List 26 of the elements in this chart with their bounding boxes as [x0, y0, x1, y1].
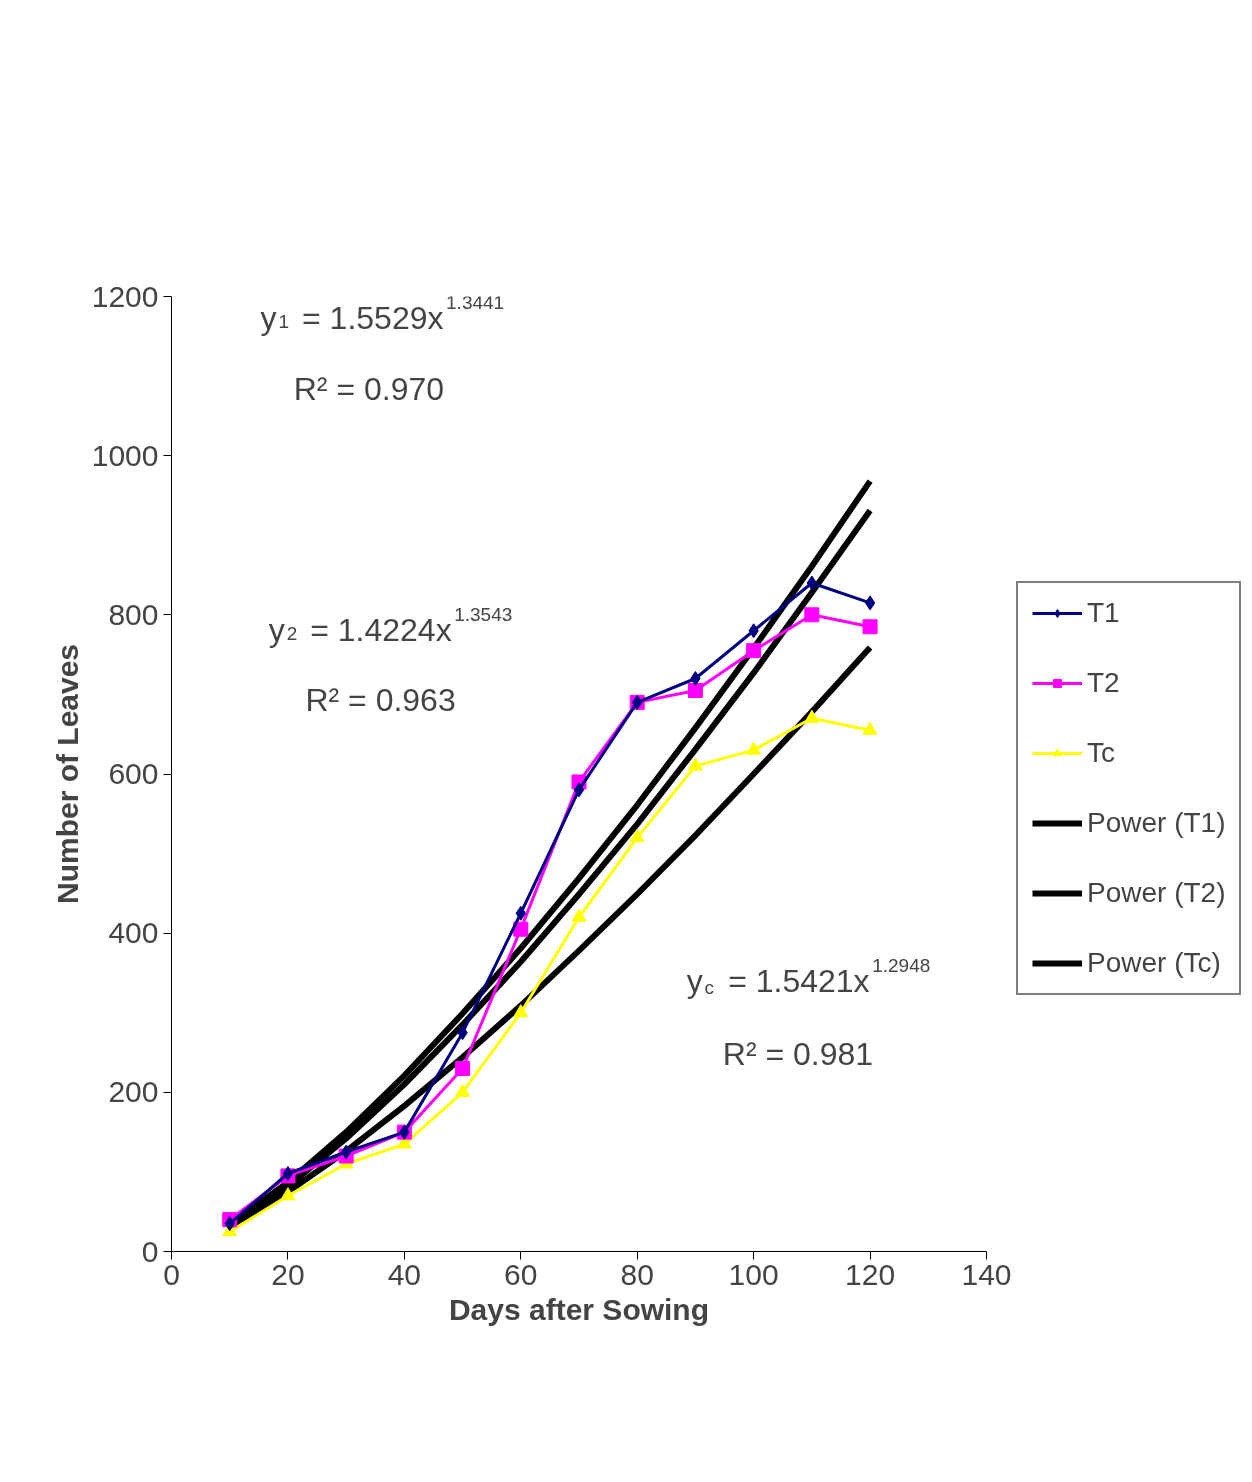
y-tick-label: 0 [141, 1234, 159, 1268]
x-tick-label: 80 [620, 1257, 654, 1291]
x-tick-label: 140 [961, 1257, 1012, 1291]
legend-label: Power (T2) [1087, 877, 1226, 909]
legend-label: Power (T1) [1087, 807, 1226, 839]
x-tick-label: 60 [504, 1257, 538, 1291]
x-tick-label: 40 [387, 1257, 422, 1291]
y-tick-label: 600 [108, 757, 159, 790]
annotation: R² = 0.981 [722, 1035, 874, 1072]
legend-label: Tc [1087, 737, 1115, 769]
annotation: R² = 0.970 [293, 370, 445, 407]
y-tick-label: 1200 [91, 279, 159, 313]
y-tick-label: 400 [108, 916, 159, 950]
y-tick-label: 1000 [91, 438, 159, 472]
x-tick-label: 120 [845, 1257, 896, 1291]
y-tick-label: 200 [108, 1075, 159, 1109]
annotation: R² = 0.963 [305, 682, 456, 719]
y-tick-label: 800 [108, 597, 159, 631]
legend-label: T1 [1087, 597, 1120, 629]
x-tick-label: 20 [271, 1257, 305, 1291]
x-tick-label: 0 [163, 1257, 180, 1291]
legend-label: T2 [1087, 667, 1120, 699]
x-axis-title: Days after Sowing [448, 1292, 710, 1326]
x-tick-label: 100 [728, 1257, 779, 1291]
legend-label: Power (Tc) [1087, 947, 1221, 979]
y-axis-title: Number of Leaves [50, 643, 84, 905]
